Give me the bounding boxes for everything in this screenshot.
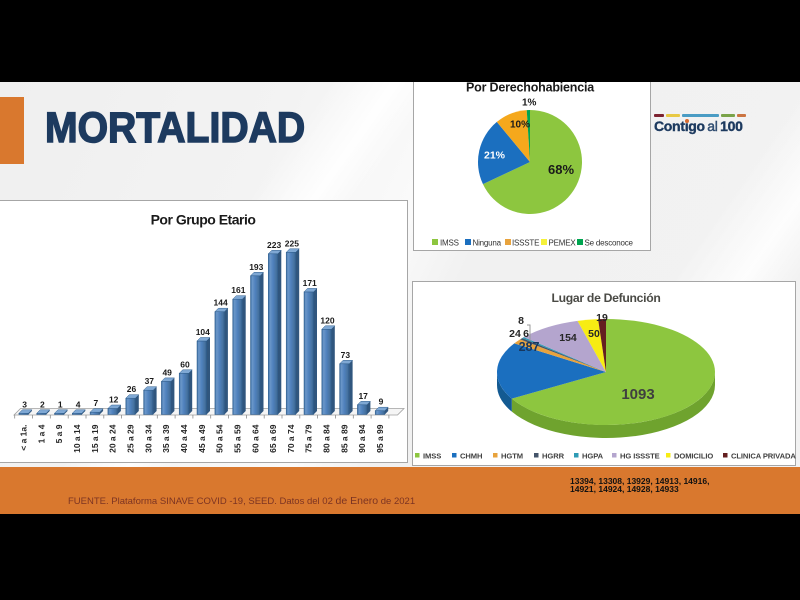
svg-text:20 a 24: 20 a 24: [108, 424, 118, 453]
svg-text:Se desconoce: Se desconoce: [585, 239, 634, 248]
svg-text:HGPA: HGPA: [582, 452, 604, 461]
svg-text:24: 24: [509, 328, 521, 340]
svg-text:287: 287: [519, 340, 540, 354]
svg-text:154: 154: [559, 332, 577, 344]
svg-text:193: 193: [249, 262, 263, 272]
svg-text:Por Grupo Etario: Por Grupo Etario: [151, 212, 256, 228]
svg-text:Por Derechohabiencia: Por Derechohabiencia: [466, 81, 595, 95]
svg-text:PEMEX: PEMEX: [549, 239, 577, 248]
svg-text:85 a 89: 85 a 89: [339, 424, 349, 453]
svg-text:2: 2: [40, 399, 45, 409]
svg-text:8: 8: [518, 315, 524, 327]
svg-text:30 a 34: 30 a 34: [143, 424, 153, 453]
svg-text:CLINICA PRIVADA: CLINICA PRIVADA: [731, 452, 796, 461]
svg-text:65 a 69: 65 a 69: [268, 424, 278, 453]
svg-text:5 a 9: 5 a 9: [54, 424, 64, 443]
svg-text:161: 161: [231, 285, 245, 295]
svg-text:73: 73: [341, 350, 351, 360]
svg-text:25 a 29: 25 a 29: [126, 424, 136, 453]
svg-text:Lugar de Defunción: Lugar de Defunción: [551, 291, 660, 305]
svg-text:171: 171: [303, 278, 317, 288]
svg-text:40 a 44: 40 a 44: [179, 424, 189, 453]
svg-text:9: 9: [379, 397, 384, 407]
svg-text:70 a 74: 70 a 74: [286, 424, 296, 453]
svg-text:104: 104: [196, 327, 210, 337]
svg-text:CHMH: CHMH: [460, 452, 482, 461]
svg-text:3: 3: [22, 399, 27, 409]
svg-text:35 a 39: 35 a 39: [161, 424, 171, 453]
svg-text:26: 26: [127, 384, 137, 394]
svg-text:37: 37: [145, 376, 155, 386]
svg-text:68%: 68%: [548, 162, 574, 177]
svg-text:6: 6: [523, 328, 529, 340]
svg-text:50 a 54: 50 a 54: [215, 424, 225, 453]
svg-text:1: 1: [58, 399, 63, 409]
svg-text:10 a 14: 10 a 14: [72, 424, 82, 453]
svg-text:HGTM: HGTM: [501, 452, 523, 461]
svg-text:95 a 99: 95 a 99: [375, 424, 385, 453]
svg-text:17: 17: [358, 391, 368, 401]
svg-text:75 a 79: 75 a 79: [304, 424, 314, 453]
svg-text:4: 4: [76, 399, 81, 409]
svg-text:1 a 4: 1 a 4: [36, 424, 46, 443]
svg-text:HGRR: HGRR: [542, 452, 565, 461]
svg-text:60: 60: [180, 359, 190, 369]
svg-text:IMSS: IMSS: [440, 239, 459, 248]
svg-text:Ninguna: Ninguna: [473, 239, 502, 248]
svg-text:45 a 49: 45 a 49: [197, 424, 207, 453]
svg-text:7: 7: [94, 398, 99, 408]
svg-text:60 a 64: 60 a 64: [250, 424, 260, 453]
svg-text:1%: 1%: [522, 98, 537, 109]
svg-text:50: 50: [588, 328, 600, 340]
svg-text:DOMICILIO: DOMICILIO: [674, 452, 713, 461]
svg-text:ISSSTE: ISSSTE: [512, 239, 539, 248]
svg-text:21%: 21%: [484, 150, 506, 162]
svg-text:144: 144: [214, 298, 228, 308]
svg-text:IMSS: IMSS: [423, 452, 441, 461]
svg-text:< a 1a.: < a 1a.: [19, 425, 29, 451]
svg-text:225: 225: [285, 238, 299, 248]
svg-text:49: 49: [162, 367, 172, 377]
svg-text:12: 12: [109, 395, 119, 405]
svg-text:120: 120: [320, 315, 334, 325]
svg-text:1093: 1093: [621, 386, 654, 403]
svg-text:10%: 10%: [510, 120, 530, 131]
svg-text:90 a 94: 90 a 94: [357, 424, 367, 453]
svg-text:HG ISSSTE: HG ISSSTE: [620, 452, 660, 461]
svg-text:15 a 19: 15 a 19: [90, 424, 100, 453]
svg-text:80 a 84: 80 a 84: [322, 424, 332, 453]
svg-text:19: 19: [596, 312, 608, 324]
svg-text:55 a 59: 55 a 59: [232, 424, 242, 453]
svg-text:223: 223: [267, 240, 281, 250]
